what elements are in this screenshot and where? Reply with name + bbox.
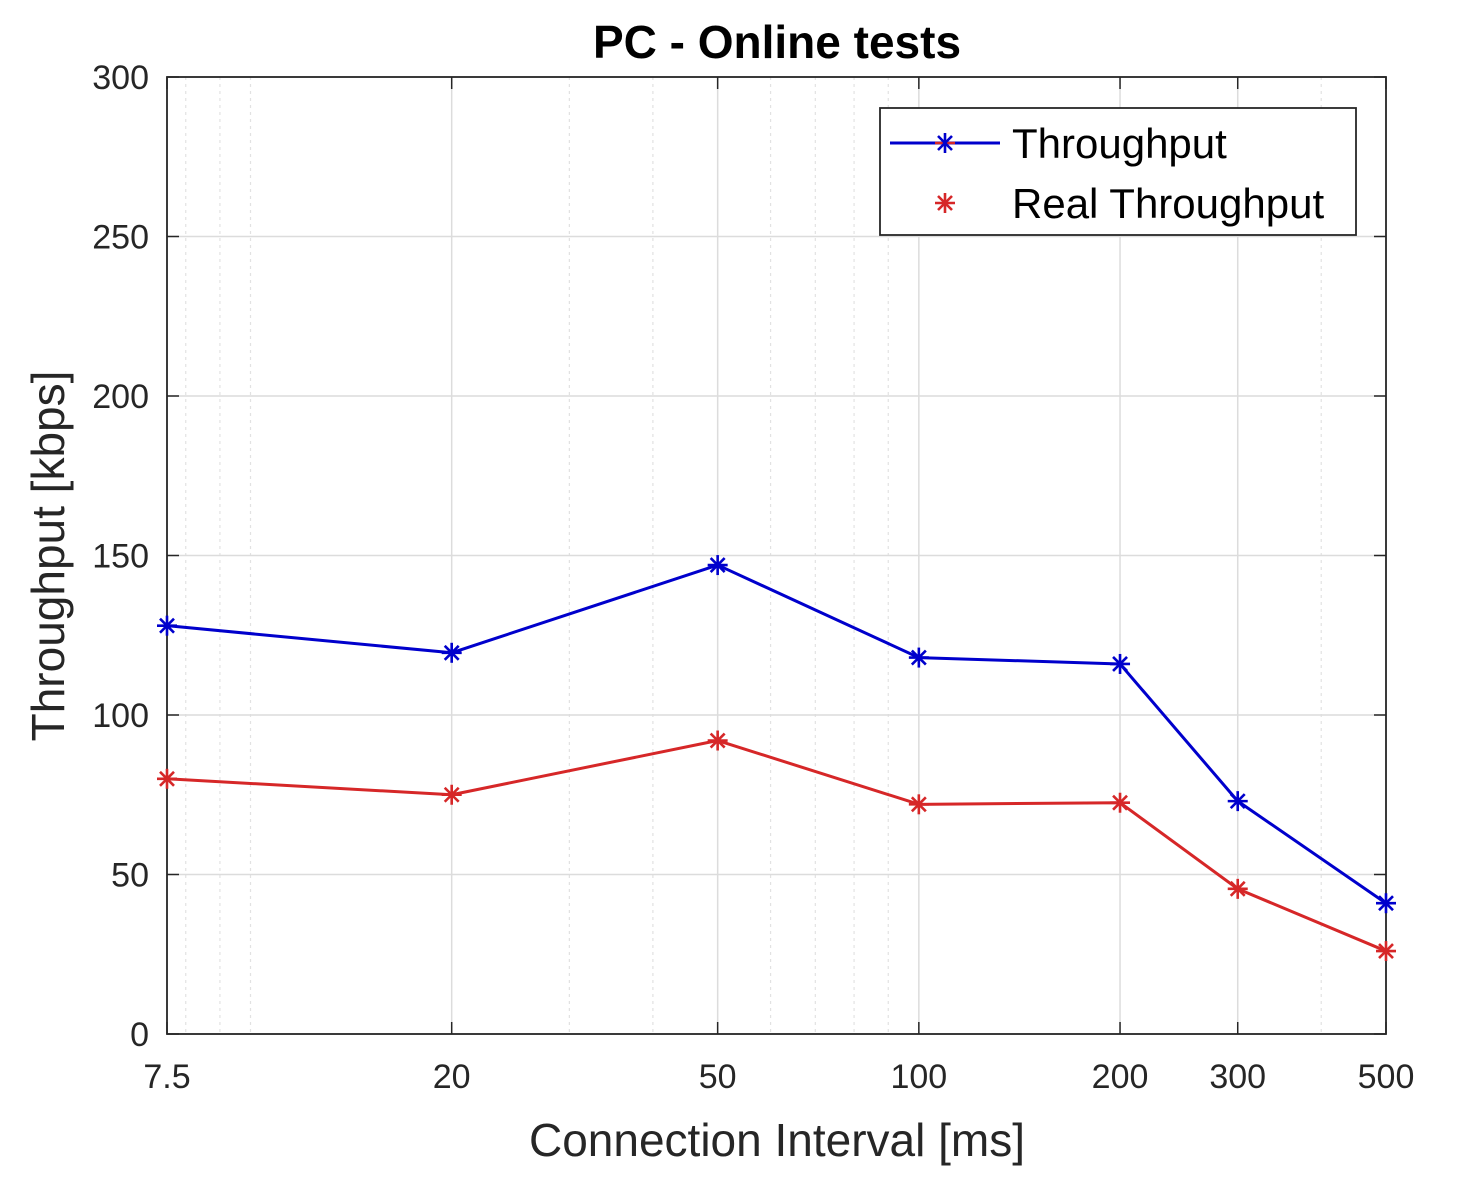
- data-point-throughput: [707, 555, 728, 576]
- y-tick-label: 100: [92, 697, 149, 735]
- y-tick-label: 200: [92, 378, 149, 416]
- legend-label-real-throughput: Real Throughput: [1012, 180, 1324, 227]
- data-point-real-throughput: [1376, 941, 1396, 962]
- data-point-throughput: [441, 642, 462, 663]
- y-tick-label: 250: [92, 219, 149, 257]
- x-tick-label: 100: [890, 1058, 947, 1096]
- legend-marker-throughput: [935, 133, 955, 153]
- legend-marker-real-throughput: [935, 193, 955, 213]
- data-point-real-throughput: [1227, 878, 1248, 899]
- x-tick-label: 7.5: [143, 1058, 190, 1096]
- legend-label-throughput: Throughput: [1012, 120, 1227, 167]
- series-layer: [157, 555, 1396, 962]
- chart-title: PC - Online tests: [593, 16, 961, 68]
- y-axis-label: Throughput [kbps]: [22, 371, 74, 742]
- legend: Throughput Real Throughput: [879, 107, 1357, 236]
- y-tick-label: 300: [92, 59, 149, 97]
- y-tick-label: 50: [111, 857, 149, 895]
- legend-marker: [935, 193, 955, 213]
- data-point-real-throughput: [908, 794, 929, 815]
- y-tick-label: 150: [92, 538, 149, 576]
- data-point-real-throughput: [157, 768, 177, 789]
- data-point-real-throughput: [1110, 792, 1131, 813]
- x-axis-label: Connection Interval [ms]: [529, 1114, 1025, 1166]
- axes-layer: 7.5 20 50 100 200 300 500 0 50 100 150 200 250 300: [92, 59, 1414, 1096]
- legend-marker: [935, 133, 955, 153]
- x-tick-label: 500: [1358, 1058, 1415, 1096]
- x-tick-label: 50: [699, 1058, 737, 1096]
- data-point-real-throughput: [441, 784, 462, 805]
- data-point-throughput: [1376, 893, 1396, 914]
- data-point-throughput: [908, 647, 929, 668]
- data-point-real-throughput: [707, 730, 728, 751]
- data-point-throughput: [157, 615, 177, 636]
- x-tick-label: 200: [1092, 1058, 1149, 1096]
- axes-box: [166, 76, 1387, 1035]
- x-tick-label: 20: [433, 1058, 471, 1096]
- data-point-throughput: [1110, 653, 1131, 674]
- y-tick-label: 0: [130, 1016, 149, 1054]
- x-tick-label: 300: [1209, 1058, 1266, 1096]
- data-point-throughput: [1227, 791, 1248, 812]
- legend-box: [879, 107, 1357, 236]
